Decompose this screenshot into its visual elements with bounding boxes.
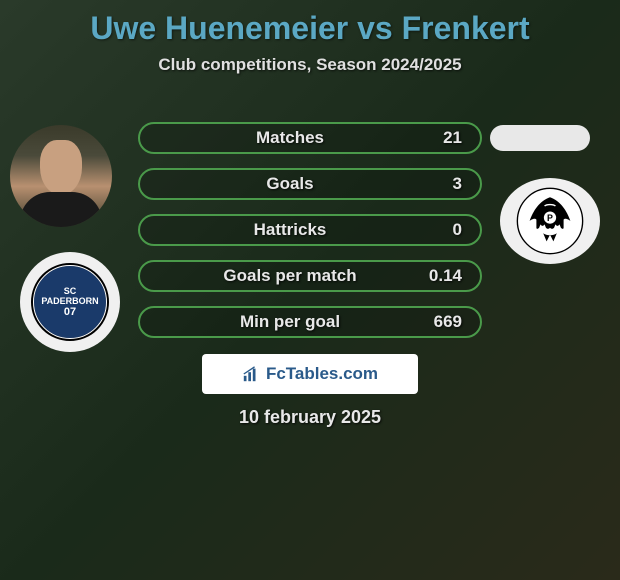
svg-text:P: P bbox=[547, 213, 553, 223]
stat-value: 669 bbox=[422, 312, 462, 332]
stat-label: Matches bbox=[158, 128, 422, 148]
club-left-badge-inner: SC PADERBORN 07 bbox=[31, 263, 109, 341]
comparison-title: Uwe Huenemeier vs Frenkert bbox=[0, 0, 620, 47]
player-left-photo bbox=[10, 125, 112, 227]
club-right-badge: P bbox=[500, 178, 600, 264]
stat-row: Hattricks 0 bbox=[138, 214, 482, 246]
stat-value: 21 bbox=[422, 128, 462, 148]
stat-value: 0.14 bbox=[422, 266, 462, 286]
stat-label: Goals per match bbox=[158, 266, 422, 286]
club-left-line3: 07 bbox=[64, 306, 76, 318]
club-left-badge: SC PADERBORN 07 bbox=[20, 252, 120, 352]
club-left-line1: SC bbox=[64, 286, 77, 296]
stat-row: Min per goal 669 bbox=[138, 306, 482, 338]
stat-value: 0 bbox=[422, 220, 462, 240]
eagle-crest-icon: P bbox=[516, 187, 584, 255]
comparison-subtitle: Club competitions, Season 2024/2025 bbox=[0, 55, 620, 75]
comparison-date: 10 february 2025 bbox=[0, 407, 620, 428]
fctables-text: FcTables.com bbox=[266, 364, 378, 384]
stat-label: Min per goal bbox=[158, 312, 422, 332]
fctables-logo: FcTables.com bbox=[202, 354, 418, 394]
stat-value: 3 bbox=[422, 174, 462, 194]
stat-row: Matches 21 bbox=[138, 122, 482, 154]
club-left-line2: PADERBORN bbox=[41, 296, 98, 306]
stats-container: Matches 21 Goals 3 Hattricks 0 Goals per… bbox=[138, 122, 482, 352]
player-left-container bbox=[10, 125, 112, 227]
stat-label: Goals bbox=[158, 174, 422, 194]
player-right-placeholder bbox=[490, 125, 590, 151]
stat-row: Goals per match 0.14 bbox=[138, 260, 482, 292]
chart-icon bbox=[242, 365, 260, 383]
stat-label: Hattricks bbox=[158, 220, 422, 240]
stat-row: Goals 3 bbox=[138, 168, 482, 200]
